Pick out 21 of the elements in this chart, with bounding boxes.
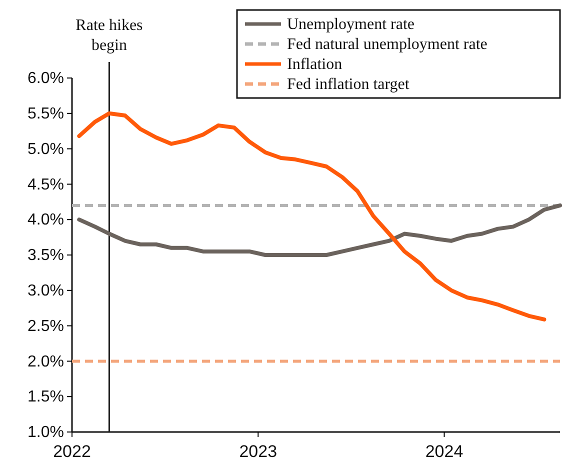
y-tick-label: 5.0% (28, 140, 64, 158)
y-tick-label: 5.5% (28, 106, 64, 123)
y-tick-label: 4.0% (28, 212, 64, 229)
ref-line-label: Rate hikes begin (76, 17, 143, 54)
y-tick-label: 1.5% (28, 388, 64, 406)
y-tick-label: 4.5% (28, 176, 64, 194)
y-tick-label: 3.5% (28, 247, 64, 264)
y-tick-label: 1.0% (28, 424, 64, 442)
y-tick-label: 6.0% (28, 70, 64, 88)
line-series (77, 111, 546, 322)
y-tick-label: 2.0% (28, 353, 64, 370)
legend-label: Fed inflation target (287, 76, 410, 93)
x-tick-label: 2024 (425, 442, 464, 461)
legend-label: Unemployment rate (287, 16, 415, 33)
y-tick-label: 2.5% (28, 318, 64, 335)
x-tick-label: 2023 (239, 442, 278, 461)
y-tick-label: 3.0% (28, 282, 64, 300)
line-series (77, 203, 562, 257)
legend-label: Fed natural unemployment rate (287, 36, 488, 53)
legend-label: Inflation (287, 56, 342, 73)
x-tick-label: 2022 (53, 442, 91, 461)
